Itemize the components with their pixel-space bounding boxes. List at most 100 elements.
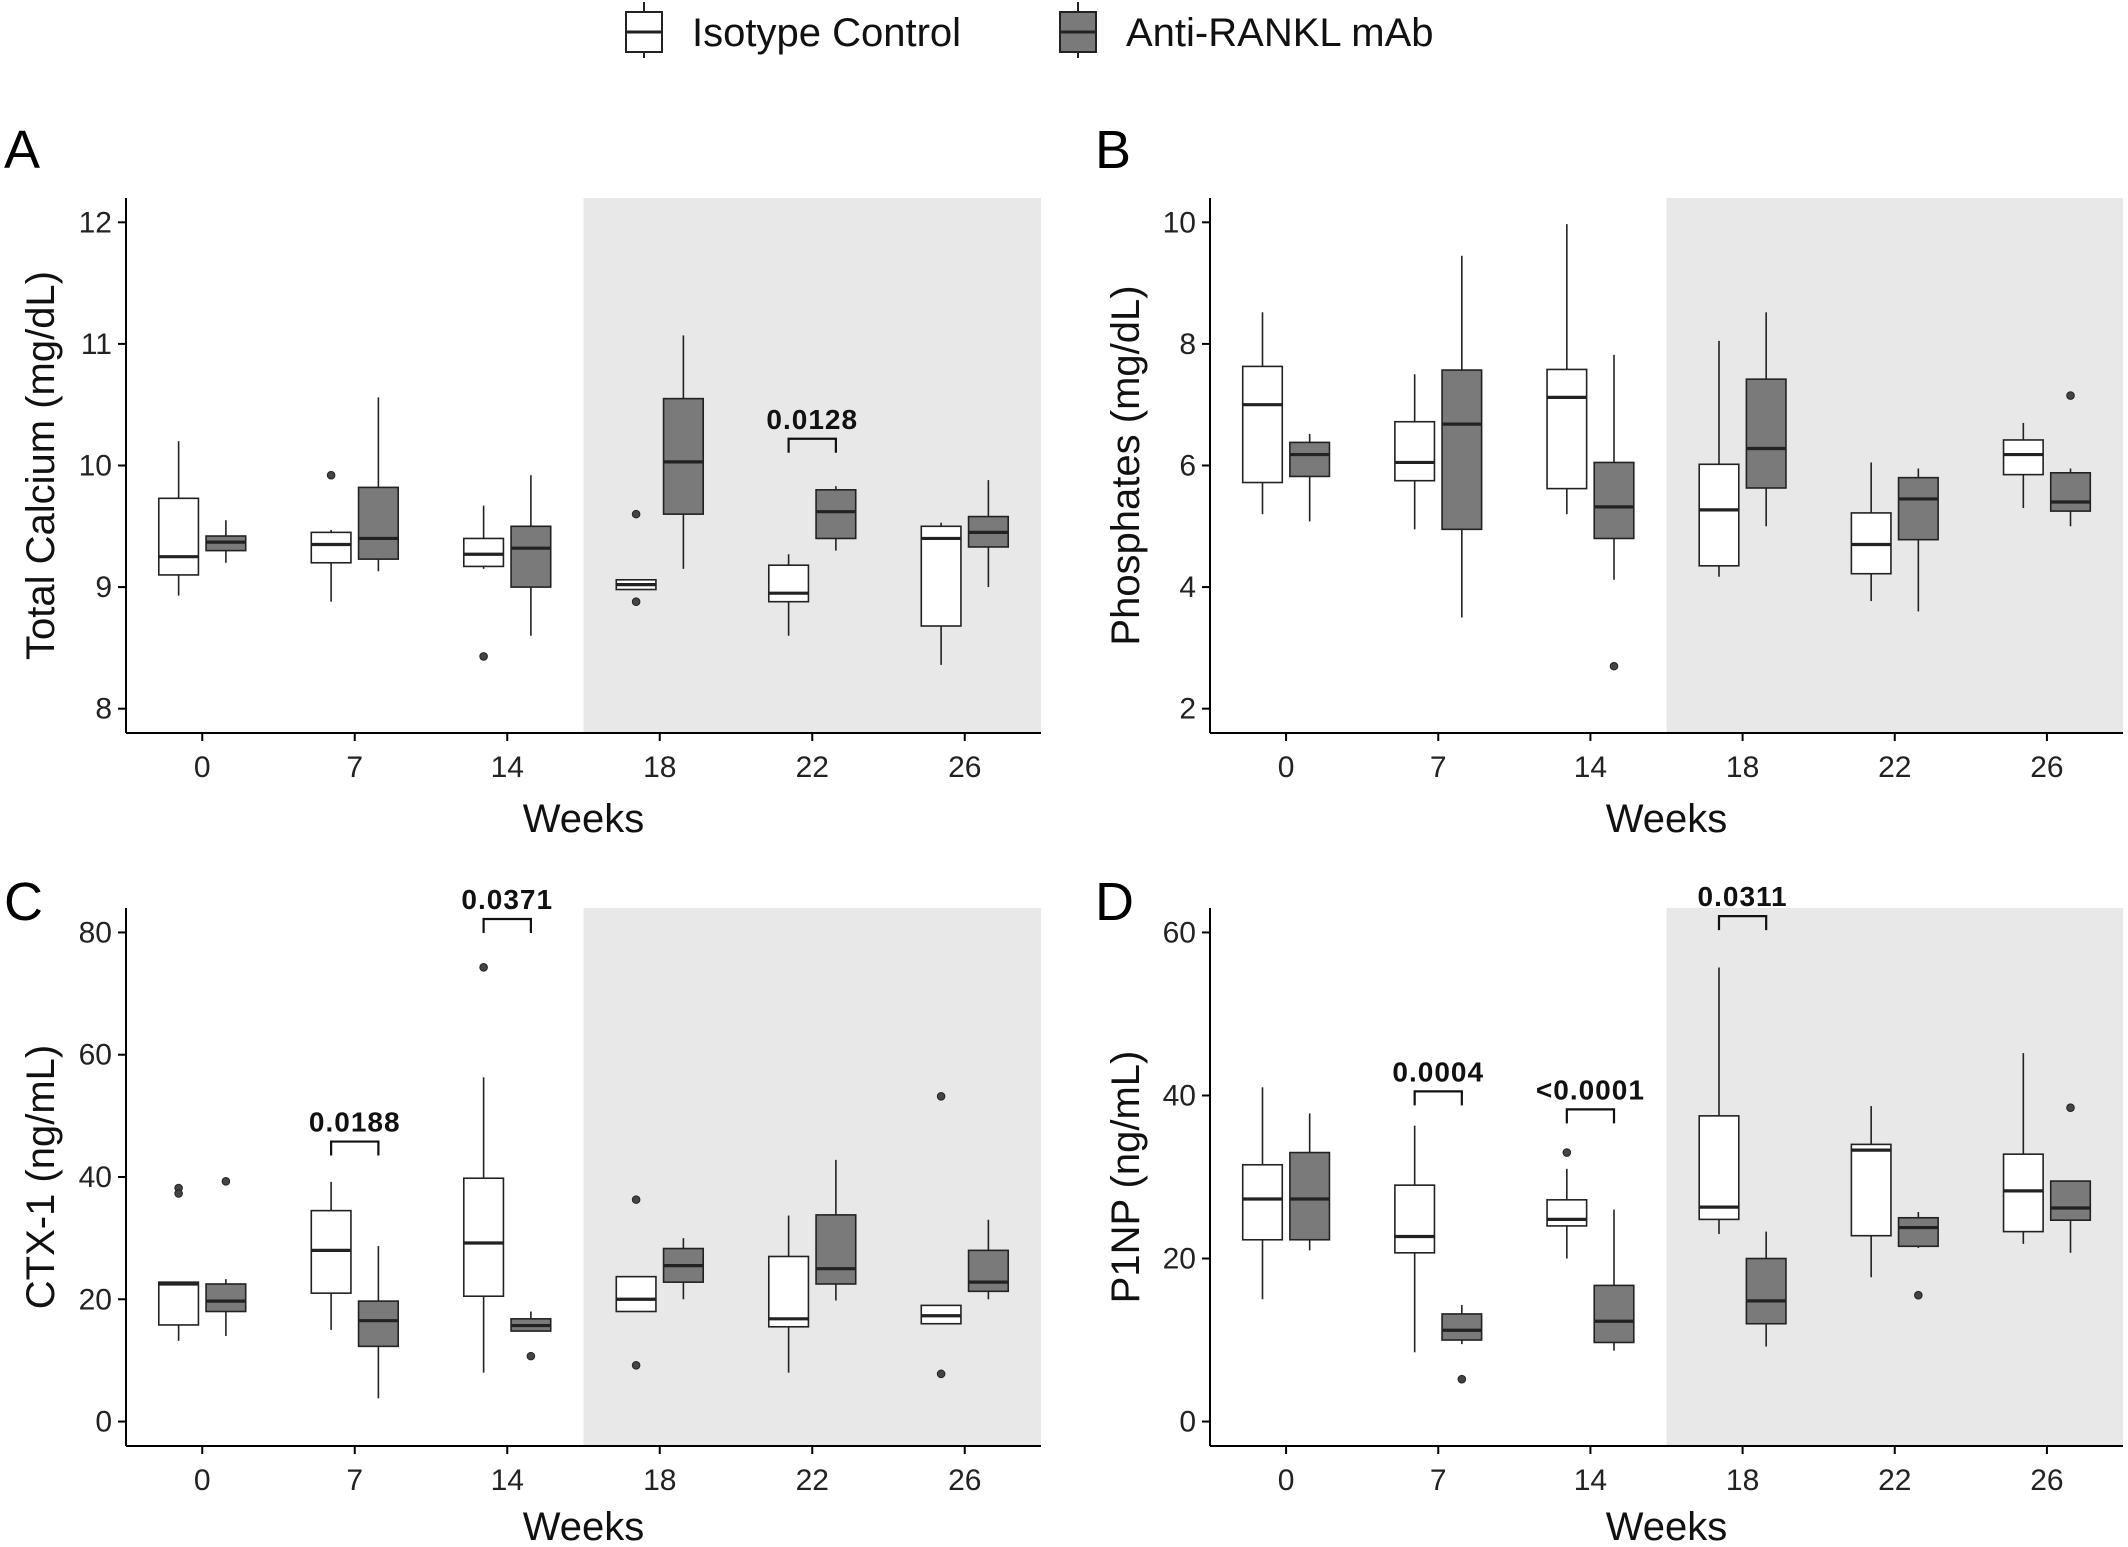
box-treated bbox=[1441, 1304, 1483, 1384]
box-control bbox=[1241, 312, 1284, 515]
box-body bbox=[205, 1283, 247, 1313]
box-body bbox=[1698, 1115, 1740, 1221]
x-tick-label: 22 bbox=[796, 1464, 829, 1497]
box-body bbox=[1546, 368, 1588, 490]
outlier-point bbox=[2066, 391, 2075, 400]
outlier-point bbox=[631, 1361, 641, 1370]
box-control bbox=[1698, 967, 1740, 1235]
box-body bbox=[815, 1214, 857, 1285]
box-control bbox=[615, 509, 657, 606]
x-tick-label: 0 bbox=[194, 751, 211, 784]
box-treated bbox=[1441, 255, 1483, 618]
box-body bbox=[462, 537, 505, 568]
box-body bbox=[662, 397, 705, 515]
box-treated bbox=[815, 486, 857, 551]
box-treated bbox=[1593, 1209, 1635, 1351]
panel-c: 0 20 40 60 80 0 7 14 18 22 26 Weeks CTX-1 (ng/mL) C 0.… bbox=[4, 872, 1041, 1547]
y-tick-label: 8 bbox=[95, 693, 112, 726]
box-body bbox=[967, 1249, 1010, 1293]
y-axis-title: P1NP (ng/mL) bbox=[1104, 1051, 1148, 1304]
box-treated bbox=[357, 1246, 400, 1399]
box-control bbox=[1546, 224, 1588, 515]
box-body bbox=[1897, 1216, 1939, 1248]
box-body bbox=[1593, 461, 1635, 540]
significance-bracket: 0.0371 bbox=[461, 884, 552, 934]
box-control bbox=[157, 1183, 200, 1341]
box-body bbox=[615, 1275, 657, 1313]
x-tick-label: 26 bbox=[948, 1464, 981, 1497]
y-tick-label: 60 bbox=[1163, 916, 1196, 949]
box-control bbox=[1394, 1125, 1436, 1353]
box-body bbox=[1850, 1143, 1892, 1237]
y-tick-label: 4 bbox=[1179, 571, 1196, 604]
y-tick-label: 0 bbox=[95, 1406, 112, 1439]
y-tick-label: 80 bbox=[79, 916, 112, 949]
x-axis-title: Weeks bbox=[1606, 797, 1728, 841]
x-tick-label: 14 bbox=[491, 751, 524, 784]
box-body bbox=[1745, 378, 1787, 489]
outlier-point bbox=[526, 1351, 536, 1361]
x-tick-label: 7 bbox=[346, 1464, 363, 1497]
x-tick-label: 26 bbox=[2030, 751, 2063, 784]
box-control bbox=[1698, 340, 1740, 577]
box-treated bbox=[662, 1238, 705, 1300]
box-body bbox=[357, 486, 400, 560]
box-treated bbox=[662, 335, 705, 569]
bracket-line bbox=[330, 1140, 380, 1156]
x-axis-title: Weeks bbox=[1606, 1505, 1728, 1547]
x-tick-label: 22 bbox=[796, 751, 829, 784]
outlier-point bbox=[631, 597, 641, 606]
outlier-point bbox=[936, 1369, 946, 1379]
box-body bbox=[310, 531, 352, 564]
x-tick-label: 26 bbox=[2030, 1464, 2063, 1497]
panel-letter: D bbox=[1095, 872, 1134, 932]
x-tick-label: 22 bbox=[1878, 1464, 1911, 1497]
box-body bbox=[920, 525, 962, 627]
box-treated bbox=[967, 1219, 1010, 1300]
x-tick-label: 22 bbox=[1878, 751, 1911, 784]
y-tick-label: 20 bbox=[79, 1283, 112, 1316]
box-control bbox=[2002, 422, 2044, 509]
outlier-point bbox=[326, 470, 336, 480]
box-treated bbox=[1745, 1231, 1787, 1347]
x-tick-label: 18 bbox=[1726, 751, 1759, 784]
box-control bbox=[1546, 1148, 1588, 1259]
legend-label: Anti-RANKL mAb bbox=[1126, 11, 1434, 55]
y-axis-title: Total Calcium (mg/dL) bbox=[19, 271, 63, 660]
box-control bbox=[1850, 462, 1892, 602]
shaded-region bbox=[1666, 198, 2123, 733]
y-tick-label: 11 bbox=[81, 328, 112, 361]
outlier-point bbox=[479, 652, 488, 661]
x-tick-label: 0 bbox=[1278, 751, 1295, 784]
box-treated bbox=[357, 397, 400, 572]
box-treated bbox=[1289, 1113, 1331, 1251]
box-body bbox=[2002, 1153, 2044, 1233]
box-control bbox=[767, 554, 810, 636]
box-treated bbox=[2049, 1103, 2092, 1253]
x-axis-title: Weeks bbox=[523, 1505, 645, 1547]
y-tick-label: 0 bbox=[1179, 1406, 1196, 1439]
bracket-line bbox=[482, 917, 532, 934]
box-treated bbox=[1897, 1212, 1939, 1300]
box-control bbox=[310, 470, 352, 602]
x-tick-label: 18 bbox=[643, 1464, 676, 1497]
panel-letter: B bbox=[1095, 120, 1131, 180]
p-value-label: 0.0311 bbox=[1698, 881, 1788, 912]
bracket-line bbox=[1413, 1090, 1463, 1106]
x-tick-label: 0 bbox=[194, 1464, 211, 1497]
box-body bbox=[1745, 1257, 1787, 1325]
legend-item: Anti-RANKL mAb bbox=[1059, 2, 1434, 58]
outlier-point bbox=[221, 1176, 231, 1186]
panel-letter: A bbox=[4, 120, 40, 180]
box-body bbox=[2049, 471, 2092, 512]
p-value-label: 0.0188 bbox=[309, 1107, 401, 1138]
x-tick-label: 7 bbox=[1430, 1464, 1447, 1497]
outlier-point bbox=[174, 1189, 183, 1198]
box-treated bbox=[967, 480, 1010, 588]
x-tick-label: 14 bbox=[491, 1464, 524, 1497]
box-body bbox=[157, 497, 200, 576]
outlier-point bbox=[936, 1092, 946, 1101]
significance-bracket: 0.0188 bbox=[309, 1107, 401, 1156]
box-body bbox=[1593, 1284, 1635, 1344]
box-body bbox=[767, 1255, 810, 1328]
